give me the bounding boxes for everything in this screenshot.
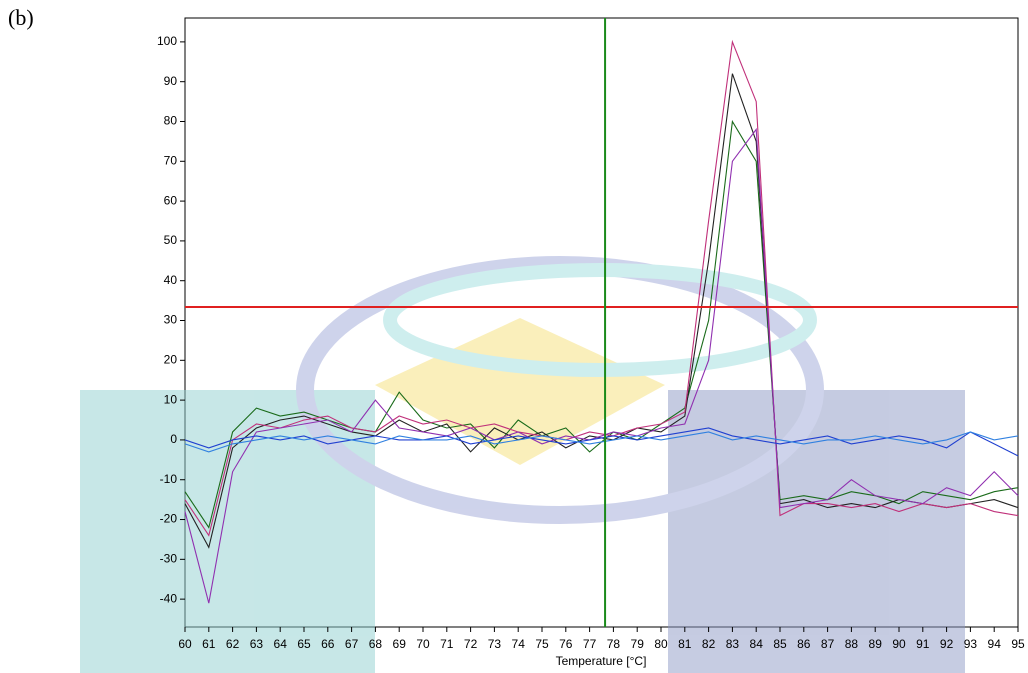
x-tick-label: 92 xyxy=(940,637,954,651)
x-tick-label: 69 xyxy=(393,637,407,651)
y-tick-label: 80 xyxy=(164,114,178,128)
y-tick-label: 0 xyxy=(170,432,177,446)
x-tick-label: 63 xyxy=(250,637,264,651)
y-tick-label: 70 xyxy=(164,153,178,167)
x-tick-label: 68 xyxy=(369,637,383,651)
x-tick-label: 81 xyxy=(678,637,692,651)
x-tick-label: 72 xyxy=(464,637,478,651)
x-tick-label: 80 xyxy=(654,637,668,651)
y-tick-label: -40 xyxy=(160,591,178,605)
x-tick-label: 66 xyxy=(321,637,335,651)
y-tick-label: -10 xyxy=(160,472,178,486)
x-tick-label: 74 xyxy=(512,637,526,651)
x-tick-label: 84 xyxy=(750,637,764,651)
x-tick-label: 90 xyxy=(892,637,906,651)
y-tick-label: 40 xyxy=(164,273,178,287)
x-tick-label: 77 xyxy=(583,637,597,651)
y-tick-label: 20 xyxy=(164,352,178,366)
x-tick-label: 86 xyxy=(797,637,811,651)
panel-label: (b) xyxy=(8,5,34,30)
x-tick-label: 95 xyxy=(1011,637,1025,651)
x-tick-label: 91 xyxy=(916,637,930,651)
x-tick-label: 82 xyxy=(702,637,716,651)
y-tick-label: 100 xyxy=(157,34,177,48)
x-tick-label: 60 xyxy=(178,637,192,651)
x-tick-label: 64 xyxy=(274,637,288,651)
x-tick-label: 89 xyxy=(869,637,883,651)
x-tick-label: 67 xyxy=(345,637,359,651)
y-tick-label: 30 xyxy=(164,313,178,327)
y-tick-label: -30 xyxy=(160,552,178,566)
y-tick-label: 50 xyxy=(164,233,178,247)
x-tick-label: 83 xyxy=(726,637,740,651)
x-tick-label: 79 xyxy=(631,637,645,651)
x-tick-label: 61 xyxy=(202,637,216,651)
x-tick-label: 75 xyxy=(535,637,549,651)
x-tick-label: 87 xyxy=(821,637,835,651)
x-tick-label: 78 xyxy=(607,637,621,651)
x-tick-label: 62 xyxy=(226,637,240,651)
page: (b) Temperature [°C] -40 -30 -20 -10 0 10 20 30… xyxy=(0,0,1028,673)
x-tick-label: 73 xyxy=(488,637,502,651)
y-tick-label: 60 xyxy=(164,193,178,207)
y-tick-label: -20 xyxy=(160,512,178,526)
chart: (b) Temperature [°C] -40 -30 -20 -10 0 10 20 30… xyxy=(0,0,1028,673)
x-tick-label: 93 xyxy=(964,637,978,651)
y-tick-label: 90 xyxy=(164,74,178,88)
x-tick-label: 76 xyxy=(559,637,573,651)
x-axis-label: Temperature [°C] xyxy=(556,654,647,668)
x-tick-label: 65 xyxy=(297,637,311,651)
x-tick-label: 94 xyxy=(988,637,1002,651)
x-tick-label: 85 xyxy=(773,637,787,651)
x-tick-label: 88 xyxy=(845,637,859,651)
x-tick-label: 70 xyxy=(416,637,430,651)
y-tick-label: 10 xyxy=(164,392,178,406)
x-tick-label: 71 xyxy=(440,637,454,651)
